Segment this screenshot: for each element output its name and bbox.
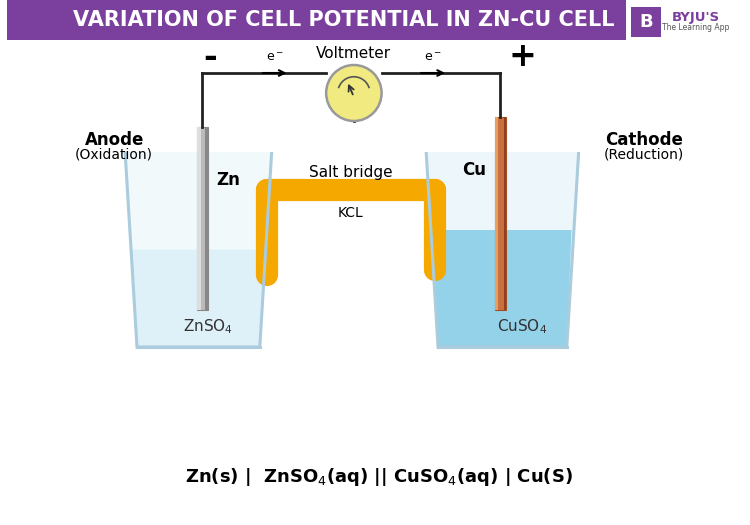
Circle shape <box>326 65 382 121</box>
Text: BYJU'S: BYJU'S <box>671 10 719 24</box>
Bar <box>626 0 750 40</box>
Text: -: - <box>203 40 217 74</box>
Text: KCL: KCL <box>338 206 364 220</box>
Bar <box>197 127 201 310</box>
Polygon shape <box>433 230 572 347</box>
Text: Cathode: Cathode <box>605 131 683 149</box>
Text: e$^-$: e$^-$ <box>266 51 284 64</box>
Text: VARIATION OF CELL POTENTIAL IN ZN-CU CELL: VARIATION OF CELL POTENTIAL IN ZN-CU CEL… <box>74 10 615 30</box>
Bar <box>197 127 208 310</box>
Text: e$^-$: e$^-$ <box>424 51 442 64</box>
Polygon shape <box>131 249 266 347</box>
Bar <box>8 0 750 40</box>
Text: Anode: Anode <box>85 131 144 149</box>
Bar <box>504 117 506 310</box>
Text: Cu: Cu <box>463 161 487 179</box>
Bar <box>495 117 498 310</box>
Text: (Oxidation): (Oxidation) <box>75 148 153 162</box>
Polygon shape <box>426 152 579 347</box>
Bar <box>205 127 208 310</box>
Text: (Reduction): (Reduction) <box>604 148 684 162</box>
Bar <box>495 117 506 310</box>
Text: +: + <box>509 40 536 74</box>
Text: The Learning App: The Learning App <box>662 24 729 33</box>
Text: Zn: Zn <box>216 171 240 189</box>
Text: Zn(s) |  ZnSO$_4$(aq) || CuSO$_4$(aq) | Cu(S): Zn(s) | ZnSO$_4$(aq) || CuSO$_4$(aq) | C… <box>184 466 572 488</box>
Text: B: B <box>639 13 652 31</box>
Bar <box>632 7 661 37</box>
Text: CuSO$_4$: CuSO$_4$ <box>497 318 548 337</box>
Polygon shape <box>125 152 272 347</box>
Text: Voltmeter: Voltmeter <box>316 46 392 60</box>
Text: ZnSO$_4$: ZnSO$_4$ <box>183 318 233 337</box>
Text: Salt bridge: Salt bridge <box>309 165 393 181</box>
